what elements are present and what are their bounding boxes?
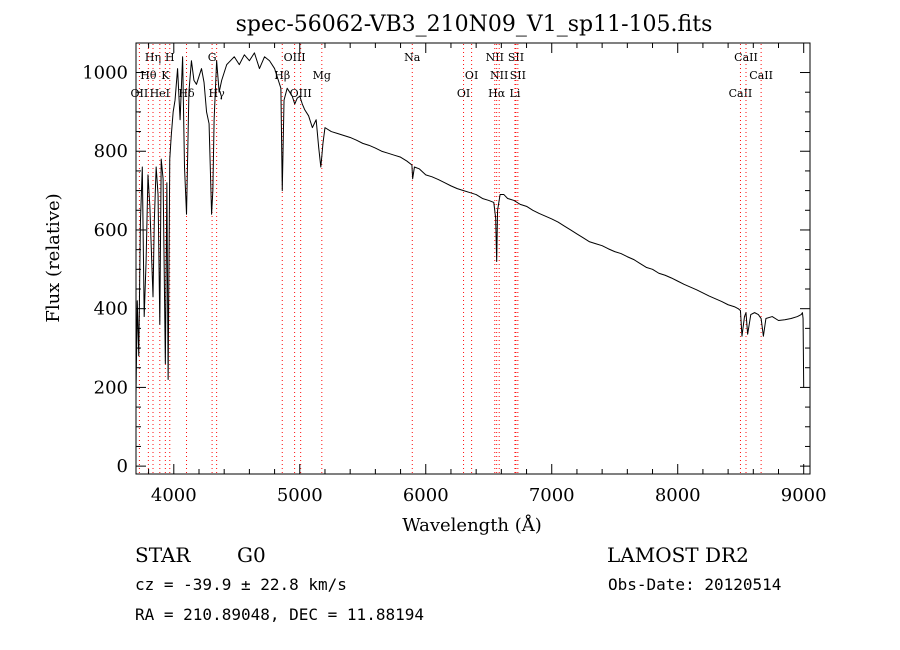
y-tick-label: 1000 xyxy=(82,63,128,84)
x-tick-labels: 4000 5000 6000 7000 8000 9000 xyxy=(151,485,827,506)
spectral-line-label: NII xyxy=(490,69,508,82)
spectral-line-label: OIII xyxy=(290,87,312,100)
y-tick-label: 200 xyxy=(94,377,128,398)
object-class: STAR xyxy=(135,543,191,567)
spectral-line-label: Hη xyxy=(145,51,161,64)
spectral-line-label: OI xyxy=(465,69,478,82)
spectral-line-label: NII xyxy=(486,51,504,64)
spectral-line-label: CaII xyxy=(749,69,773,82)
spectral-line-label: SII xyxy=(510,69,526,82)
x-tick-label: 9000 xyxy=(781,485,827,506)
spectrum-layer xyxy=(135,52,805,396)
spectral-line-label: H xyxy=(165,51,175,64)
spectrum-line xyxy=(135,52,805,396)
spectral-line-label: Hα xyxy=(488,87,506,100)
spectral-line-label: CaII xyxy=(729,87,753,100)
spectral-line-label: CaII xyxy=(734,51,758,64)
spectral-line-label: Hθ xyxy=(140,69,157,82)
spectral-line-label: Na xyxy=(404,51,421,64)
spectral-line-label: Hδ xyxy=(178,87,195,100)
y-tick-label: 400 xyxy=(94,299,128,320)
x-tick-label: 4000 xyxy=(151,485,197,506)
spectral-line-label: Hγ xyxy=(209,87,226,100)
velocity-text: cz = -39.9 ± 22.8 km/s xyxy=(135,575,347,594)
y-tick-label: 0 xyxy=(117,456,128,477)
subclass: G0 xyxy=(237,543,266,567)
x-tick-label: 6000 xyxy=(403,485,449,506)
y-tick-label: 600 xyxy=(94,220,128,241)
chart-title: spec-56062-VB3_210N09_V1_sp11-105.fits xyxy=(236,12,713,37)
spectral-line-label: OI xyxy=(457,87,470,100)
spectral-line-label: G xyxy=(208,51,217,64)
spectral-line-label: OIII xyxy=(284,51,306,64)
coordinates-text: RA = 210.89048, DEC = 11.88194 xyxy=(135,605,424,624)
survey-label: LAMOST DR2 xyxy=(607,543,749,567)
spectral-line-label: HeI xyxy=(150,87,170,100)
y-axis-label: Flux (relative) xyxy=(43,193,64,322)
plot-frame xyxy=(135,42,811,475)
spectral-line-label: OII xyxy=(131,87,149,100)
x-tick-label: 5000 xyxy=(277,485,323,506)
spectral-line-label: SII xyxy=(508,51,524,64)
obs-date: Obs-Date: 20120514 xyxy=(608,575,781,594)
spectral-line-label: Mg xyxy=(313,69,331,82)
spectral-line-label: Li xyxy=(510,87,521,100)
x-tick-label: 7000 xyxy=(529,485,575,506)
spectral-line-label: K xyxy=(161,69,170,82)
axis-ticks xyxy=(136,43,810,474)
y-tick-label: 800 xyxy=(94,141,128,162)
x-axis-label: Wavelength (Å) xyxy=(402,514,542,536)
x-tick-label: 8000 xyxy=(655,485,701,506)
y-tick-labels: 0 200 400 600 800 1000 xyxy=(82,63,128,478)
